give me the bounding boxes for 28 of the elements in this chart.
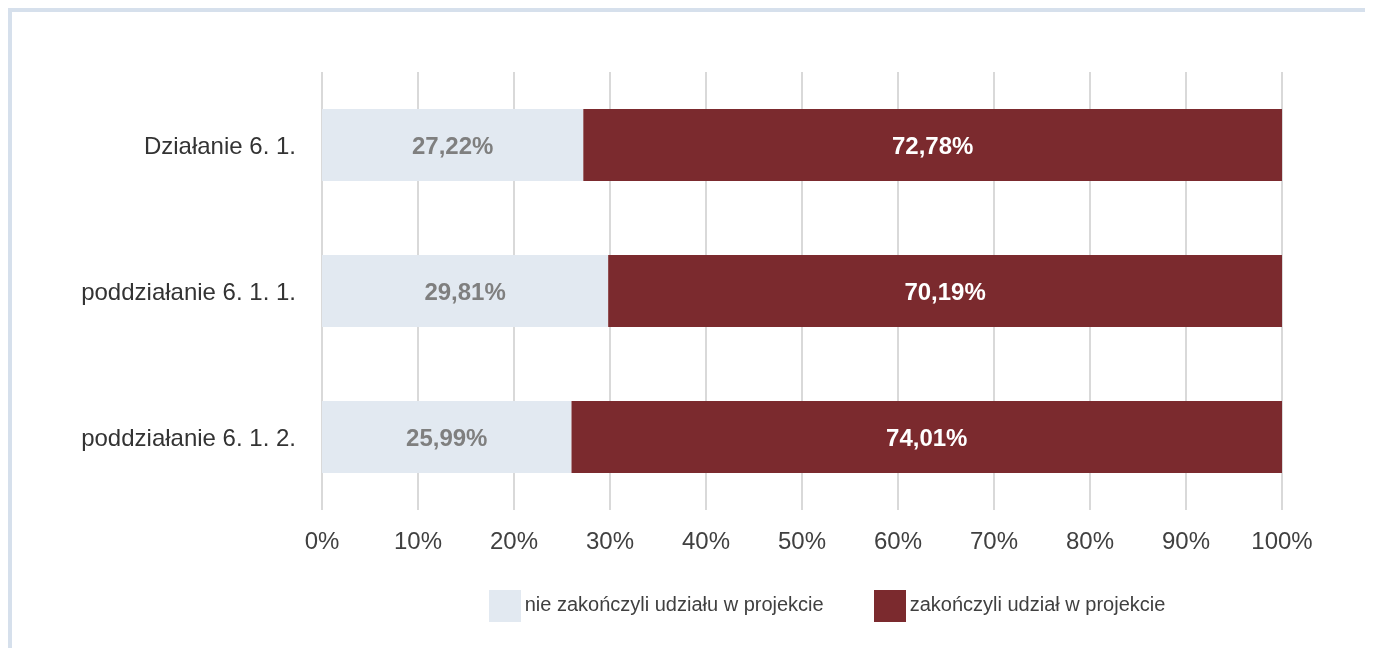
x-tick-label: 20% [489, 527, 539, 555]
bar [608, 255, 1282, 327]
bar [583, 109, 1282, 181]
x-tick-label: 70% [969, 527, 1019, 555]
x-tick-label: 10% [393, 527, 443, 555]
data-label: 25,99% [406, 423, 488, 451]
x-tick-label: 60% [873, 527, 923, 555]
y-tick-label: Działanie 6. 1. [143, 131, 296, 159]
bar [322, 401, 572, 473]
x-tick-label: 0% [304, 527, 340, 555]
data-label: 29,81% [424, 277, 506, 305]
x-tick-label: 30% [585, 527, 635, 555]
legend-label: zakończyli udział w projekcie [909, 593, 1166, 616]
bar [571, 401, 1282, 473]
x-tick-label: 80% [1065, 527, 1115, 555]
legend-label: nie zakończyli udziału w projekcie [524, 593, 824, 616]
bar [322, 109, 584, 181]
data-label: 70,19% [904, 277, 986, 305]
y-tick-label: poddziałanie 6. 1. 1. [81, 277, 296, 305]
y-tick-label: poddziałanie 6. 1. 2. [81, 423, 296, 451]
x-tick-label: 50% [777, 527, 827, 555]
data-label: 27,22% [411, 131, 494, 159]
x-tick-label: 100% [1251, 527, 1313, 555]
bar [322, 255, 609, 327]
x-tick-label: 90% [1161, 527, 1211, 555]
x-tick-label: 40% [681, 527, 731, 555]
data-label: 72,78% [891, 131, 974, 159]
data-label: 74,01% [886, 423, 968, 451]
